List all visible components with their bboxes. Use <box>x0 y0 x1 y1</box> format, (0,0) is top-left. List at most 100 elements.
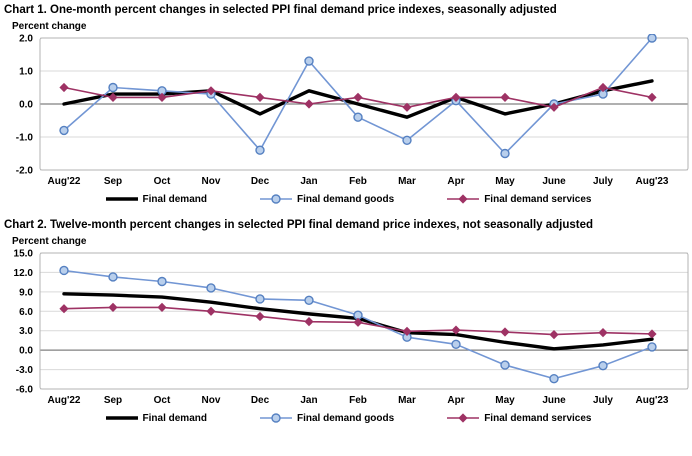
chart-2-title: Chart 2. Twelve-month percent changes in… <box>4 219 594 231</box>
y-tick-label: -1.0 <box>16 133 34 144</box>
chart-1-section: Chart 1. One-month percent changes in se… <box>4 3 692 209</box>
chart-2-plot: 15.0 12.0 9.0 6.0 3.0 0.0 -3.0 -6.0 Aug'22 Sep Oct… <box>14 249 689 406</box>
services-data-point-marker <box>157 92 167 102</box>
services-data-point-marker <box>157 302 167 312</box>
legend-item-final-demand-goods: Final demand goods <box>259 412 394 424</box>
chart-1-percent-change-label: Percent change <box>12 21 87 32</box>
y-tick-label: 15.0 <box>14 249 34 260</box>
x-tick-label: Nov <box>202 395 221 406</box>
x-tick-label: June <box>542 176 566 187</box>
x-tick-label: Aug'22 <box>48 176 81 187</box>
services-data-point-marker <box>353 317 363 327</box>
goods-data-point-marker <box>157 276 167 287</box>
final-demand-goods-line-swatch <box>259 413 292 423</box>
y-tick-label: -3.0 <box>16 365 34 376</box>
y-tick-label: 6.0 <box>19 307 33 318</box>
legend-item-final-demand-goods: Final demand goods <box>259 193 394 205</box>
goods-data-point-marker <box>500 148 510 159</box>
goods-data-point-marker <box>647 342 657 352</box>
y-tick-label: -6.0 <box>16 385 34 396</box>
goods-data-point-marker <box>353 112 363 122</box>
y-tick-label: 2.0 <box>19 34 33 45</box>
services-data-point-marker <box>549 330 559 340</box>
x-tick-label: Oct <box>154 395 171 406</box>
services-data-point-marker <box>108 302 118 312</box>
legend-item-final-demand: Final demand <box>105 412 207 424</box>
x-tick-label: Aug'23 <box>636 395 669 406</box>
x-tick-label: Dec <box>251 176 270 187</box>
services-data-point-marker <box>647 92 657 102</box>
legend-label-final-demand-services: Final demand services <box>484 412 592 424</box>
services-data-point-marker <box>206 86 216 96</box>
x-tick-label: Feb <box>349 395 367 406</box>
goods-data-point-marker <box>304 56 314 66</box>
final-demand-services-line-swatch <box>447 413 480 423</box>
x-tick-label: Jan <box>300 395 317 406</box>
y-tick-label: 0.0 <box>19 100 33 111</box>
x-tick-label: Apr <box>447 176 464 187</box>
x-tick-label: Mar <box>398 395 416 406</box>
y-tick-label: -2.0 <box>16 166 34 177</box>
plot-frame <box>39 252 689 390</box>
x-tick-label: May <box>495 176 515 187</box>
x-tick-label: Sep <box>104 176 122 187</box>
x-tick-label: Apr <box>447 395 464 406</box>
final-demand-line-swatch <box>105 416 138 420</box>
goods-data-point-marker <box>647 34 657 43</box>
legend-item-final-demand-services: Final demand services <box>446 412 591 424</box>
services-data-point-marker <box>500 92 510 102</box>
legend-label-final-demand-services: Final demand services <box>484 193 592 205</box>
x-tick-label: May <box>495 395 515 406</box>
goods-data-point-marker <box>500 360 510 370</box>
goods-data-point-marker <box>255 294 265 304</box>
y-tick-label: 3.0 <box>19 326 33 337</box>
x-tick-label: Nov <box>202 176 221 187</box>
final-demand-goods-line-swatch <box>259 194 292 204</box>
final-demand-line-swatch <box>105 197 138 201</box>
goods-data-point-marker <box>255 145 265 155</box>
x-tick-label: Jan <box>300 176 317 187</box>
y-tick-label: 12.0 <box>14 268 34 279</box>
services-data-point-marker <box>549 102 559 112</box>
chart-1-plot: 2.0 1.0 0.0 -1.0 -2.0 Aug'22 Sep Oct Nov Dec Jan Fe… <box>16 34 689 187</box>
chart-2-section: Chart 2. Twelve-month percent changes in… <box>4 218 692 428</box>
y-tick-label: 0.0 <box>19 346 33 357</box>
x-tick-label: Mar <box>398 176 416 187</box>
x-tick-label: July <box>593 395 613 406</box>
ppi-charts-page: Chart 1. One-month percent changes in se… <box>4 3 692 428</box>
final-demand-services-line-swatch <box>447 194 480 204</box>
services-data-point-marker <box>598 328 608 338</box>
goods-data-point-marker <box>59 125 69 136</box>
services-data-point-marker <box>206 306 216 316</box>
services-data-point-marker <box>255 92 265 102</box>
services-data-point-marker <box>255 311 265 322</box>
x-tick-label: Dec <box>251 395 270 406</box>
services-data-point-marker <box>500 327 510 337</box>
legend-item-final-demand-services: Final demand services <box>446 193 591 205</box>
chart-2-legend: Final demand Final demand goods Final de… <box>4 408 692 428</box>
goods-data-point-marker <box>549 373 559 384</box>
legend-label-final-demand: Final demand <box>142 193 207 205</box>
x-tick-label: Aug'23 <box>636 176 669 187</box>
legend-item-final-demand: Final demand <box>105 193 207 205</box>
services-data-point-marker <box>353 92 363 102</box>
goods-data-point-marker <box>206 283 216 293</box>
x-tick-label: Oct <box>154 176 171 187</box>
services-data-point-marker <box>451 92 461 102</box>
x-tick-label: July <box>593 176 613 187</box>
chart-2-percent-change-label: Percent change <box>12 236 87 247</box>
x-tick-label: Feb <box>349 176 367 187</box>
goods-data-point-marker <box>451 339 461 350</box>
goods-data-point-marker <box>108 272 118 282</box>
chart-1-title: Chart 1. One-month percent changes in se… <box>4 4 557 16</box>
plot-frame <box>39 37 689 171</box>
legend-label-final-demand-goods: Final demand goods <box>296 412 395 424</box>
x-tick-label: Sep <box>104 395 122 406</box>
goods-data-point-marker <box>304 295 314 305</box>
y-tick-label: 9.0 <box>19 287 33 298</box>
x-tick-label: Aug'22 <box>48 395 81 406</box>
chart-1-legend: Final demand Final demand goods Final de… <box>4 189 692 209</box>
services-data-point-marker <box>304 317 314 327</box>
goods-data-point-marker <box>59 265 69 276</box>
services-data-point-marker <box>451 325 461 335</box>
